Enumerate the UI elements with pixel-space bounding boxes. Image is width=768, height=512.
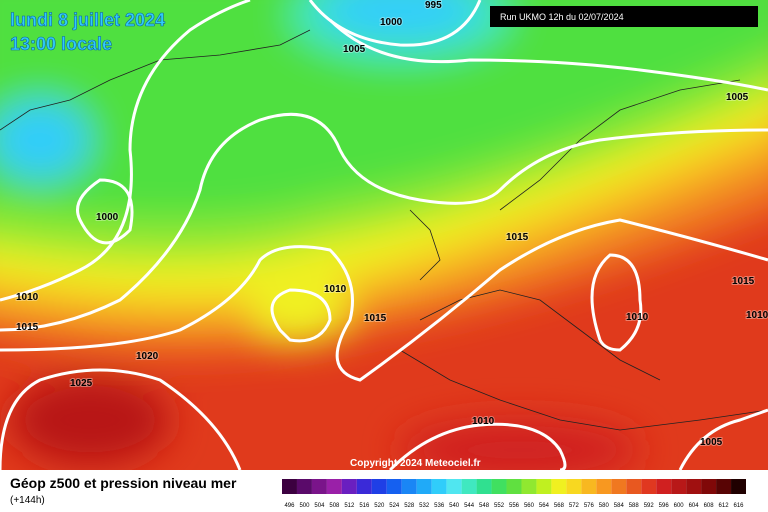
isobar-label: 1015	[16, 322, 39, 333]
legend-label: 516	[359, 503, 370, 509]
isobar-label: 1015	[364, 313, 387, 324]
legend-swatch	[296, 479, 312, 494]
legend-swatch	[491, 479, 507, 494]
legend-label: 612	[719, 503, 730, 509]
legend-label: 576	[584, 503, 595, 509]
legend-label: 600	[674, 503, 685, 509]
copyright: Copyright 2024 Meteociel.fr	[350, 458, 481, 469]
legend-label: 504	[314, 503, 325, 509]
isobar-label: 995	[425, 0, 442, 11]
isobar-label: 1005	[726, 92, 749, 103]
legend-label: 496	[284, 503, 295, 509]
legend-label: 552	[494, 503, 505, 509]
footer-title: Géop z500 et pression niveau mer	[10, 475, 237, 491]
legend-swatch	[686, 479, 702, 494]
legend-swatch	[656, 479, 672, 494]
isobar-label: 1000	[96, 212, 119, 223]
legend-label: 544	[464, 503, 475, 509]
time: 13:00 locale	[10, 34, 112, 54]
footer-lead: (+144h)	[10, 495, 45, 506]
isobar-label: 1000	[380, 17, 403, 28]
legend-label: 596	[659, 503, 670, 509]
legend-label: 604	[689, 503, 700, 509]
legend-label: 556	[509, 503, 520, 509]
legend-label: 588	[629, 503, 640, 509]
run-box	[490, 6, 758, 27]
legend-swatch	[551, 479, 567, 494]
isobar-label: 1015	[732, 276, 755, 287]
legend-label: 572	[569, 503, 580, 509]
legend-label: 532	[419, 503, 430, 509]
legend-label: 584	[614, 503, 625, 509]
isobar-label: 1005	[700, 437, 723, 448]
legend-label: 528	[404, 503, 415, 509]
legend-label: 568	[554, 503, 565, 509]
legend-label: 616	[734, 503, 745, 509]
isobar-label: 1015	[506, 232, 529, 243]
legend-swatch	[461, 479, 477, 494]
color-legend: 496 500 504 508 512 516 520 524 528 532 536 540 544 5…	[282, 479, 746, 509]
isobar-labels: 995 1000 1005 1005 1000 1010 1015 1010 1…	[15, 0, 768, 449]
legend-label: 548	[479, 503, 490, 509]
run-info: Run UKMO 12h du 02/07/2024	[500, 12, 624, 22]
field	[0, 0, 768, 480]
legend-label: 592	[644, 503, 655, 509]
legend-swatch	[371, 479, 387, 494]
legend-swatch	[386, 479, 402, 494]
isobar-label: 1010	[16, 292, 39, 303]
date: lundi 8 juillet 2024	[10, 10, 165, 30]
legend-swatch	[416, 479, 432, 494]
isobar-label: 1020	[136, 351, 159, 362]
legend-swatch	[446, 479, 462, 494]
isobar-label: 1005	[343, 44, 366, 55]
legend-swatch	[521, 479, 537, 494]
legend-label: 512	[344, 503, 355, 509]
legend-label: 520	[374, 503, 385, 509]
legend-swatch	[701, 479, 717, 494]
isobars	[0, 0, 768, 382]
legend-swatch	[611, 479, 627, 494]
legend-label: 608	[704, 503, 715, 509]
isobar-label: 1025	[70, 378, 93, 389]
isobar-label: 1010	[746, 310, 768, 321]
legend-swatch	[341, 479, 357, 494]
legend-swatch	[671, 479, 687, 494]
legend-swatch	[596, 479, 612, 494]
isobar-label: 1010	[626, 312, 649, 323]
legend-swatch	[401, 479, 417, 494]
legend-swatch	[356, 479, 372, 494]
legend-swatch	[506, 479, 522, 494]
isobar-label: 1010	[472, 416, 495, 427]
legend-label: 508	[329, 503, 340, 509]
legend-swatch	[431, 479, 447, 494]
legend-swatch	[476, 479, 492, 494]
legend-swatch	[731, 479, 746, 494]
legend-label: 564	[539, 503, 550, 509]
legend-label: 540	[449, 503, 460, 509]
legend-label: 524	[389, 503, 400, 509]
legend-swatch	[566, 479, 582, 494]
legend-label: 560	[524, 503, 535, 509]
legend-swatch	[716, 479, 732, 494]
legend-swatch	[641, 479, 657, 494]
legend-swatch	[626, 479, 642, 494]
legend-swatch	[282, 479, 297, 494]
legend-swatch	[581, 479, 597, 494]
legend-label: 500	[299, 503, 310, 509]
coastlines	[0, 29, 768, 431]
isobar-label: 1010	[324, 284, 347, 295]
legend-swatch	[326, 479, 342, 494]
legend-swatch	[311, 479, 327, 494]
legend-label: 536	[434, 503, 445, 509]
legend-label: 580	[599, 503, 610, 509]
legend-swatch	[536, 479, 552, 494]
